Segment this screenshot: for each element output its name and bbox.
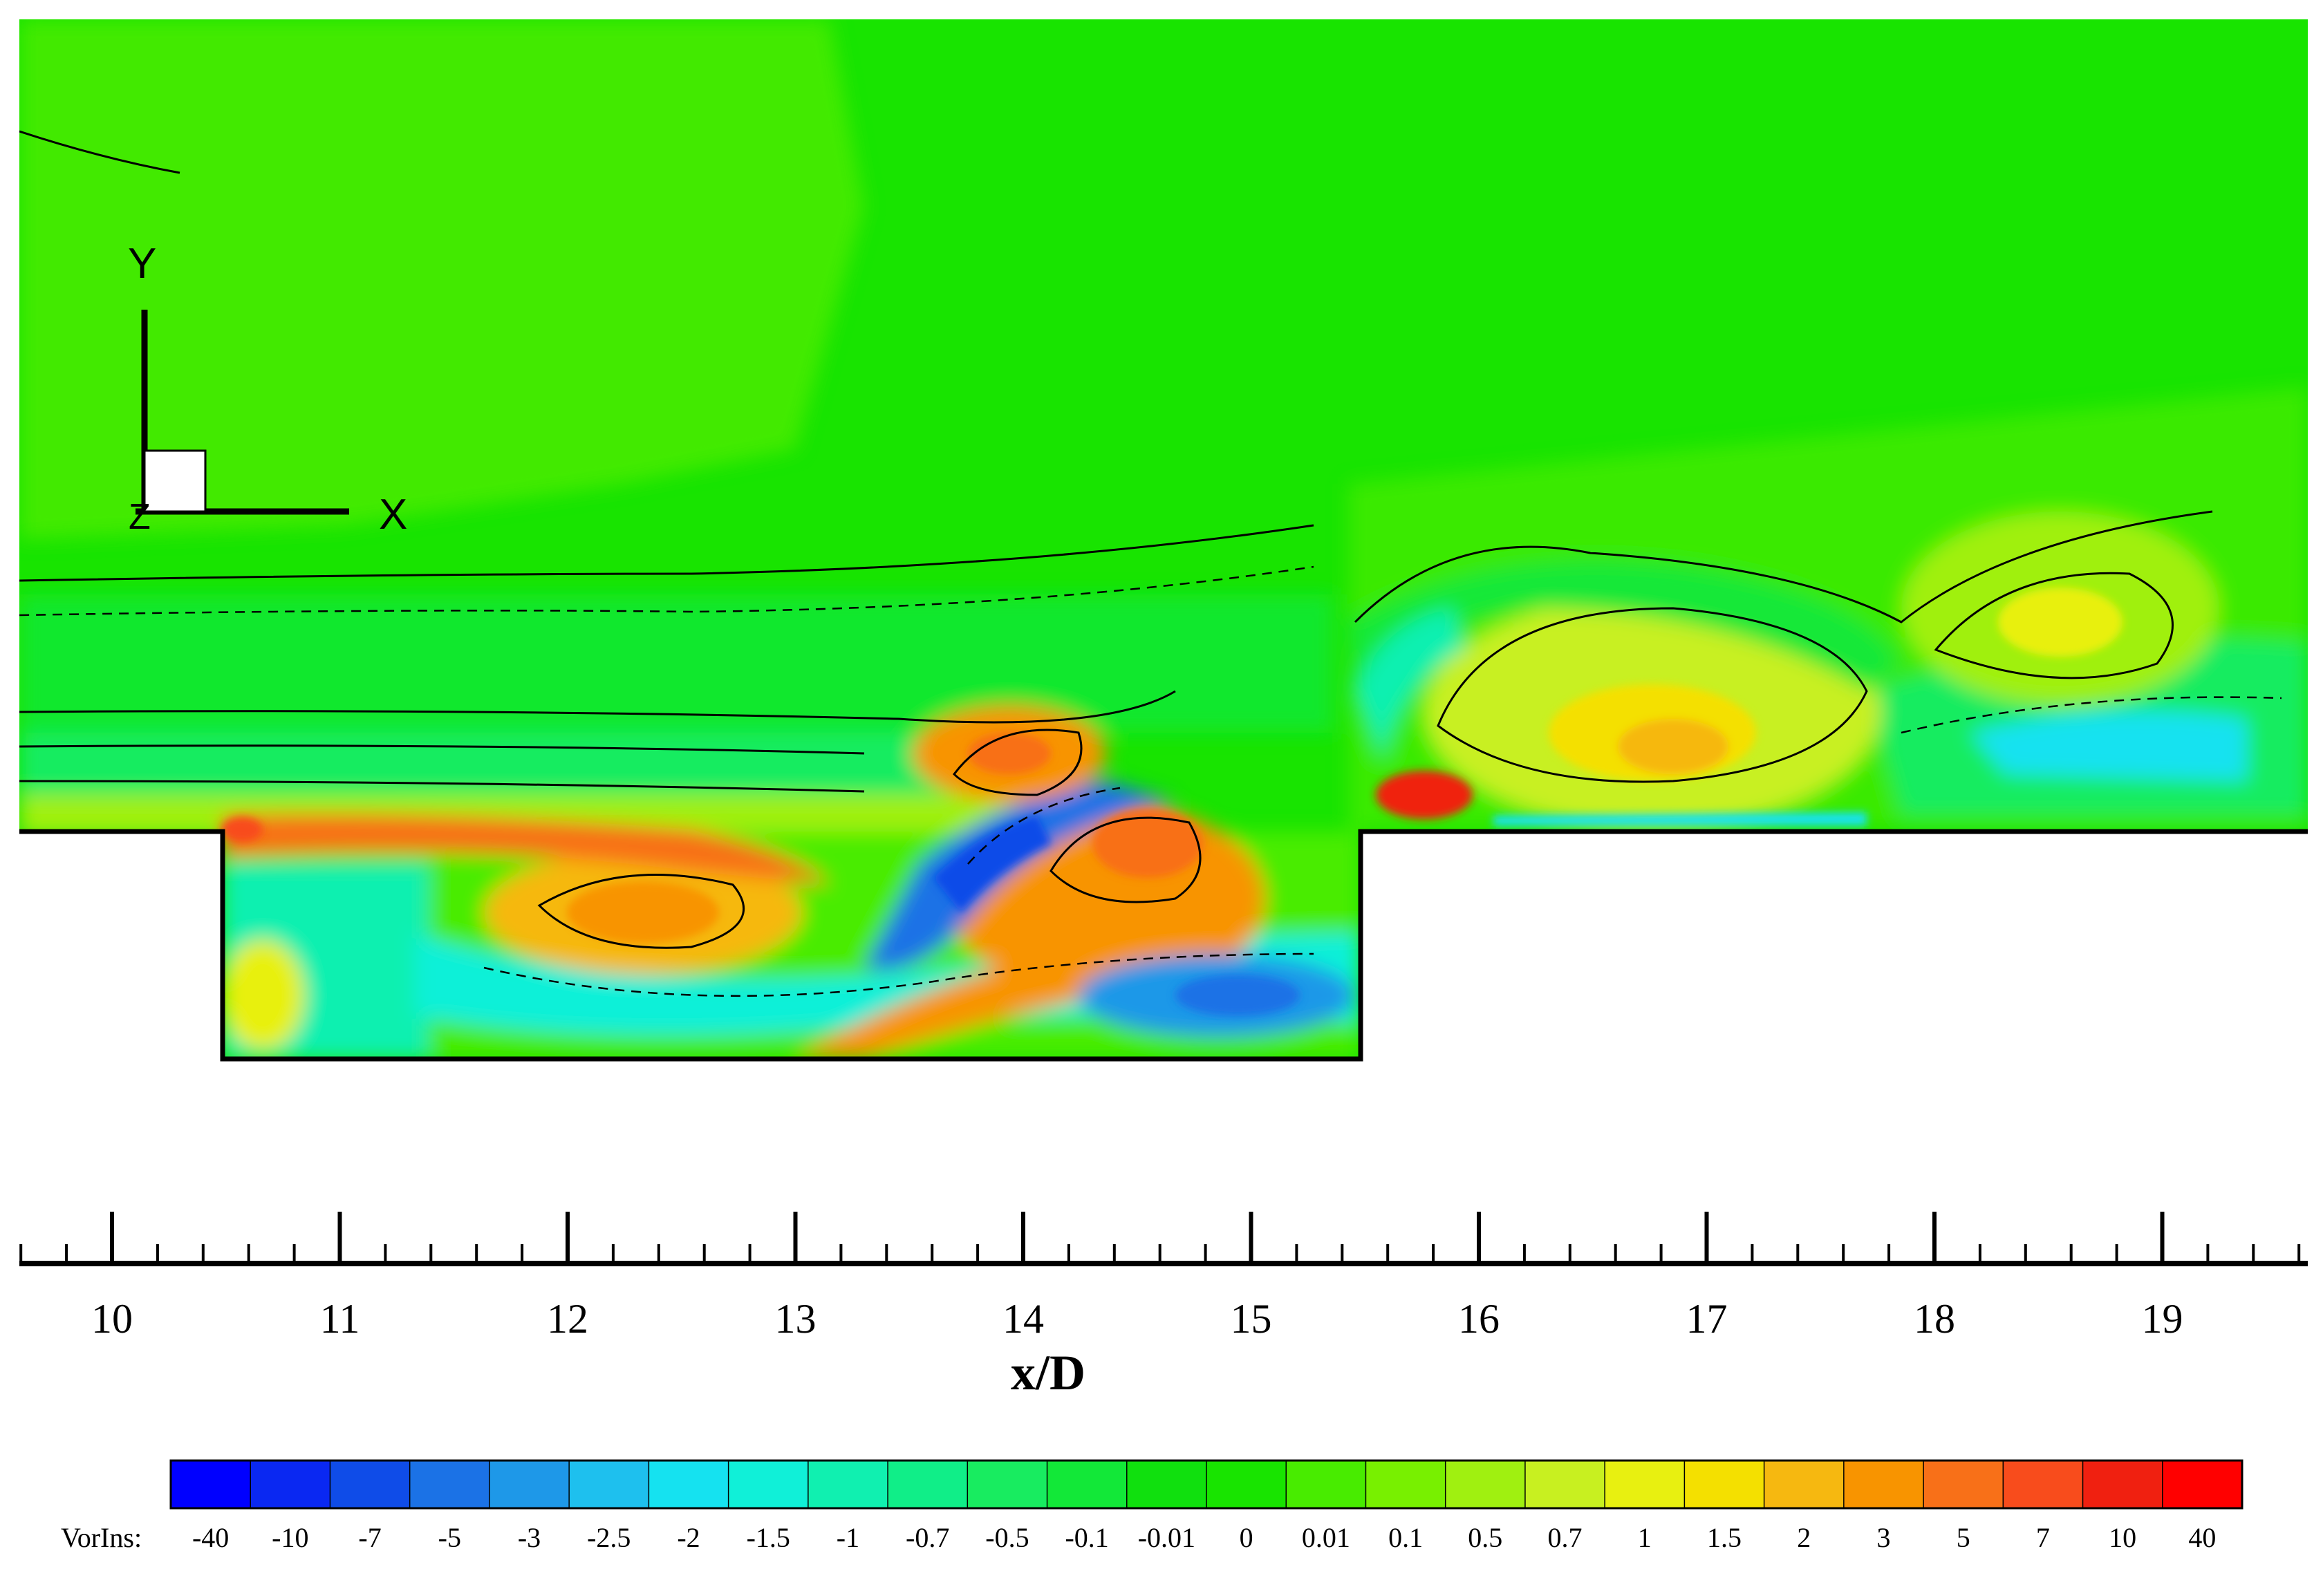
colorbar-level-label: 1 (1638, 1522, 1652, 1553)
colorbar-level-label: 3 (1876, 1522, 1890, 1553)
colorbar-level-label: 0.5 (1468, 1522, 1502, 1553)
colorbar-level-label: 0.1 (1388, 1522, 1423, 1553)
colorbar-level-label: 1.5 (1707, 1522, 1742, 1553)
x-tick-label: 10 (91, 1296, 133, 1342)
colorbar-labels: -40 -10 -7 -5 -3 -2.5 -2 -1.5 -1 -0.7 -0.5 -0.1 -0.0… (192, 1522, 2216, 1553)
tick-labels: 10 11 12 13 14 15 16 17 18 19 (91, 1296, 2183, 1342)
colorbar-level-label: -0.5 (985, 1522, 1029, 1553)
colorbar-swatch (1126, 1460, 1208, 1509)
colorbar-level-label: 40 (2188, 1522, 2216, 1553)
x-tick-label: 18 (1914, 1296, 1955, 1342)
colorbar-swatch (648, 1460, 729, 1509)
colorbar-level-label: -7 (358, 1522, 381, 1553)
x-axis-title: x/D (1011, 1345, 1085, 1400)
colorbar-swatch (1683, 1460, 1765, 1509)
colorbar-swatch (1285, 1460, 1367, 1509)
colorbar-level-label: -1 (837, 1522, 859, 1553)
x-tick-label: 17 (1686, 1296, 1728, 1342)
triad-z-box (143, 449, 207, 513)
colorbar-level-label: 10 (2109, 1522, 2136, 1553)
minor-ticks (19, 1244, 2301, 1264)
vorticity-contour-field (19, 19, 2308, 1059)
colorbar-level-label: -0.7 (906, 1522, 949, 1553)
colorbar-swatch (2002, 1460, 2084, 1509)
colorbar-swatch (1206, 1460, 1287, 1509)
colorbar-swatch (1604, 1460, 1686, 1509)
colorbar-swatch (489, 1460, 570, 1509)
colorbar-level-label: -0.01 (1138, 1522, 1195, 1553)
x-tick-label: 12 (547, 1296, 588, 1342)
colorbar-swatch (170, 1460, 252, 1509)
colorbar-swatch (1524, 1460, 1606, 1509)
colorbar-swatch (250, 1460, 331, 1509)
x-tick-label: 11 (320, 1296, 360, 1342)
geometry-outline (19, 829, 2308, 1062)
colorbar-swatches (169, 1459, 2243, 1510)
colorbar-level-label: -1.5 (747, 1522, 790, 1553)
colorbar-swatch (808, 1460, 889, 1509)
x-tick-label: 15 (1231, 1296, 1272, 1342)
colorbar-swatch (1843, 1460, 1925, 1509)
x-tick-label: 19 (2142, 1296, 2183, 1342)
triad-x-label: X (379, 491, 407, 538)
colorbar-swatch (409, 1460, 491, 1509)
colorbar-swatch (1365, 1460, 1446, 1509)
colorbar-level-label: -0.1 (1065, 1522, 1108, 1553)
triad-y-label: Y (128, 240, 156, 288)
colorbar-swatch (967, 1460, 1048, 1509)
x-axis: 10 11 12 13 14 15 16 17 18 19 x/D (19, 1212, 2308, 1400)
colorbar-swatch (1923, 1460, 2004, 1509)
colorbar-level-label: 2 (1797, 1522, 1811, 1553)
triad-z-label: Z (129, 497, 151, 537)
colorbar-level-label: -3 (518, 1522, 541, 1553)
x-tick-label: 16 (1458, 1296, 1500, 1342)
colorbar-level-label: 5 (1957, 1522, 1970, 1553)
colorbar-level-label: 7 (2036, 1522, 2050, 1553)
major-ticks (110, 1212, 2165, 1264)
colorbar-variable-label: VorIns: (61, 1522, 142, 1553)
x-tick-label: 13 (775, 1296, 817, 1342)
colorbar-swatch (329, 1460, 411, 1509)
colorbar-swatch (2162, 1460, 2243, 1509)
colorbar-level-label: 0 (1240, 1522, 1253, 1553)
colorbar-swatch (727, 1460, 810, 1509)
colorbar-swatch (2082, 1460, 2164, 1509)
x-tick-label: 14 (1002, 1296, 1044, 1342)
colorbar-swatch (1444, 1460, 1527, 1509)
colorbar-level-label: -2.5 (587, 1522, 631, 1553)
colorbar-level-label: 0.01 (1302, 1522, 1350, 1553)
colorbar-swatch (1046, 1460, 1128, 1509)
colorbar-level-label: -10 (272, 1522, 308, 1553)
colorbar-swatch (887, 1460, 969, 1509)
colorbar-level-label: 0.7 (1548, 1522, 1583, 1553)
axis-triad: Y X Z (128, 240, 407, 538)
colorbar-level-label: -40 (192, 1522, 229, 1553)
colorbar-swatch (1763, 1460, 1845, 1509)
colorbar-legend: -40 -10 -7 -5 -3 -2.5 -2 -1.5 -1 -0.7 -0.5 -0.1 -0.0… (61, 1459, 2243, 1553)
colorbar-frame (169, 1459, 2243, 1510)
colorbar-level-label: -5 (438, 1522, 461, 1553)
colorbar-level-label: -2 (677, 1522, 700, 1553)
colorbar-swatch (568, 1460, 650, 1509)
